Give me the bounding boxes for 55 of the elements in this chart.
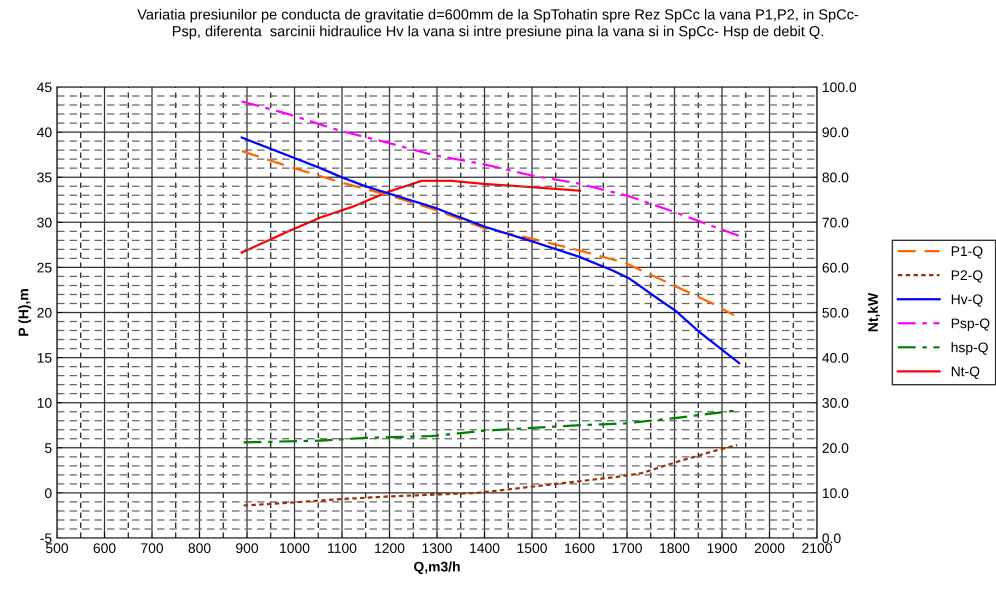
line-series (240, 100, 740, 237)
y2-tick-label: 10.0 (822, 488, 848, 498)
legend-label: Nt-Q (952, 366, 980, 379)
x-tick-label: 1600 (565, 543, 594, 554)
chart-title: Variatia presiunilor pe conducta de gravitatie d=600mm de la SpTohatin spre Rez SpCc la vana P1,P2, in SpCc- Psp, diferenta sarcinii hidraulice Hv la vana si intre presiune pina la vana si in SpCc- Hsp de debit Q. (137, 8, 858, 40)
line-series (240, 150, 735, 316)
x-tick-label: 1200 (375, 543, 404, 554)
x-tick-label: 900 (236, 543, 258, 554)
y-axis-title: P (H),m (18, 289, 32, 336)
x-tick-label: 1900 (708, 543, 737, 554)
legend-label: Psp-Q (952, 318, 990, 332)
x-tick-label: 800 (188, 543, 211, 554)
x-tick-label: 1000 (280, 543, 310, 554)
x-tick-label: 2100 (802, 543, 832, 554)
y-tick-label: 45 (37, 82, 52, 92)
y-tick-label: 15 (38, 353, 52, 363)
x-tick-label: 1500 (518, 543, 547, 554)
y-tick-label: -5 (40, 533, 52, 544)
y-tick-label: 40 (37, 127, 52, 138)
x-tick-label: 500 (46, 543, 68, 554)
y-tick-label: 20 (37, 308, 52, 318)
x-tick-label: 600 (94, 543, 116, 554)
y-tick-label: 10 (38, 398, 52, 408)
legend-label: P2-Q (952, 270, 982, 283)
line-series (242, 444, 738, 507)
x-tick-label: 700 (141, 543, 164, 554)
y2-tick-label: 70.0 (822, 218, 848, 228)
line-series (242, 410, 735, 444)
y2-tick-label: 60.0 (822, 262, 848, 273)
x-tick-label: 1300 (422, 543, 452, 554)
y-tick-label: 30 (37, 218, 52, 228)
y2-tick-label: 80.0 (822, 172, 848, 182)
legend-label: P1-Q (952, 246, 982, 259)
y2-tick-label: 40.0 (822, 352, 848, 363)
y-tick-label: 35 (37, 172, 52, 182)
y2-axis-title: Nt,kW (868, 292, 880, 332)
line-series (240, 180, 582, 254)
x-tick-label: 1700 (612, 543, 642, 554)
x-tick-label: 1400 (470, 543, 500, 554)
y-tick-label: 0 (44, 488, 52, 498)
y-tick-label: 5 (44, 443, 52, 453)
x-tick-label: 2000 (754, 543, 784, 554)
y2-tick-label: 20.0 (822, 443, 848, 453)
y2-tick-label: 50.0 (822, 308, 848, 318)
y-tick-label: 25 (37, 262, 52, 273)
line-series (240, 136, 740, 364)
x-tick-label: 1100 (328, 543, 356, 554)
y2-tick-label: 100.0 (822, 82, 856, 92)
x-axis-title: Q,m3/h (414, 561, 460, 574)
y2-tick-label: 30.0 (822, 398, 848, 408)
y2-tick-label: 0.0 (822, 533, 841, 544)
x-tick-label: 1800 (660, 543, 690, 554)
y2-tick-label: 90.0 (822, 127, 848, 138)
legend-label: hsp-Q (952, 342, 988, 356)
legend-label: Hv-Q (952, 294, 982, 307)
